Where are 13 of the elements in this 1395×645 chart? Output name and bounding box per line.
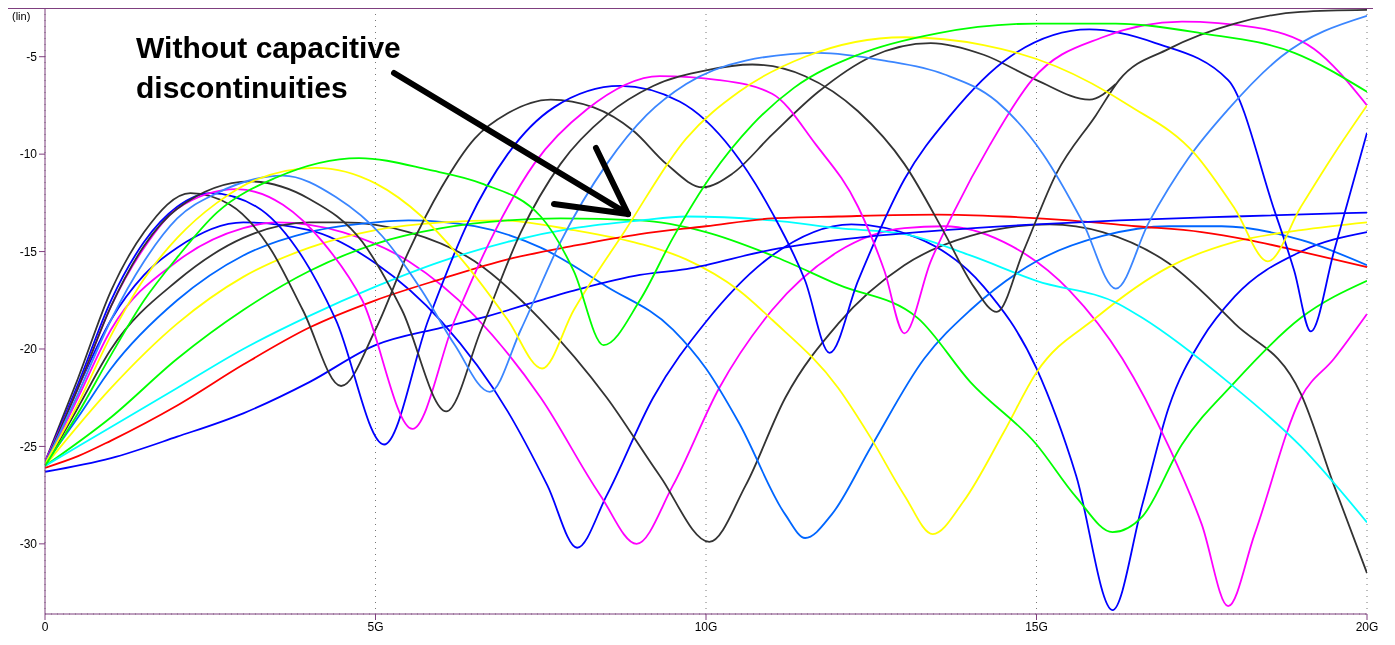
y-tick-label: -30 xyxy=(19,537,38,552)
x-tick-label: 10G xyxy=(694,619,718,634)
y-tick-label: -10 xyxy=(19,147,38,162)
annotation: Without capacitive discontinuities xyxy=(136,30,402,106)
y-tick-label: -15 xyxy=(19,244,38,259)
x-tick-label: 15G xyxy=(1025,619,1048,634)
x-tick-label: 5G xyxy=(367,619,384,634)
y-tick-label: -25 xyxy=(19,439,38,454)
x-tick-label: 0 xyxy=(41,619,49,634)
x-tick-label: 20G xyxy=(1355,619,1379,634)
y-axis-title: (lin) xyxy=(12,9,31,22)
y-tick-label: -20 xyxy=(19,342,38,357)
y-tick-label: -5 xyxy=(26,49,38,64)
